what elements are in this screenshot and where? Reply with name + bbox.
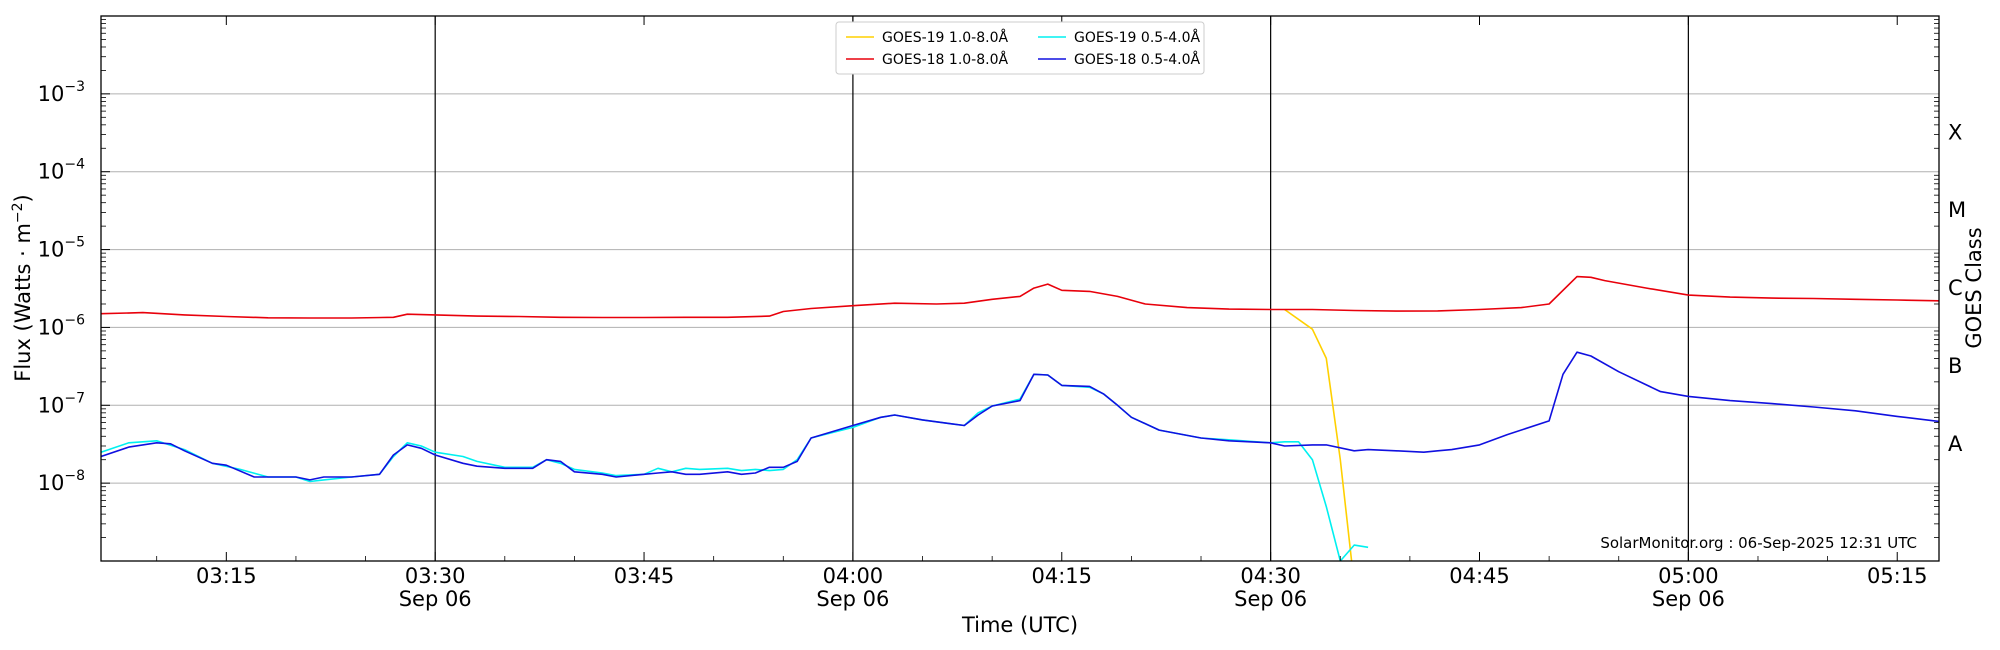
y-axis-title-text: Flux (Watts · m [11,223,35,382]
y-tick-base: 10 [38,393,65,417]
x-axis-title: Time (UTC) [961,613,1078,637]
goes-class-label: M [1948,198,1966,222]
series-line-4 [101,351,1939,481]
goes-class-label: X [1948,120,1962,144]
y-tick-base: 10 [38,315,65,339]
series-line-2 [101,275,1939,319]
y-tick-exponent: −8 [64,468,85,484]
y-tick-exponent: −3 [64,79,85,95]
y-tick-base: 10 [38,238,65,262]
y-axis-title-close: ) [11,194,35,202]
y-tick-label: 10−7 [38,390,85,417]
x-tick-label: 03:30 [405,564,466,588]
series-line-1 [1284,308,1353,561]
legend-label: GOES-19 1.0-8.0Å [882,29,1008,46]
x-tick-label: 03:45 [614,564,675,588]
watermark-text: SolarMonitor.org : 06-Sep-2025 12:31 UTC [1600,534,1917,552]
y-tick-label: 10−4 [38,157,85,184]
x-tick-label: 04:45 [1449,564,1510,588]
y-axis-title-superscript: −2 [10,202,26,223]
x-tick-label: 05:00 [1658,564,1719,588]
plot-frame [100,15,1940,562]
y-tick-exponent: −4 [64,157,85,173]
x-tick-date-label: Sep 06 [1234,587,1307,611]
goes-class-label: B [1948,354,1962,378]
y-tick-exponent: −7 [64,390,85,406]
y-tick-base: 10 [38,82,65,106]
x-tick-label: 04:15 [1032,564,1093,588]
series-lines [101,275,1939,561]
legend-label: GOES-18 1.0-8.0Å [882,51,1008,68]
y-tick-exponent: −6 [64,312,85,328]
x-tick-date-label: Sep 06 [816,587,889,611]
y-tick-label: 10−8 [38,468,85,495]
goes-class-title: GOES Class [1962,227,1986,348]
y-tick-label: 10−3 [38,79,85,106]
y-tick-base: 10 [38,471,65,495]
goes-class-label: A [1948,432,1963,456]
x-tick-date-label: Sep 06 [1652,587,1725,611]
x-tick-label: 03:15 [196,564,257,588]
y-tick-label: 10−6 [38,312,85,339]
goes-class-label: C [1948,276,1963,300]
y-tick-base: 10 [38,160,65,184]
x-tick-label: 04:30 [1240,564,1301,588]
x-tick-label: 04:00 [823,564,884,588]
x-tick-label: 05:15 [1867,564,1928,588]
axis-ticks [101,16,1939,561]
x-tick-date-label: Sep 06 [399,587,472,611]
legend: GOES-19 1.0-8.0Å GOES-18 1.0-8.0Å GOES-19 … [835,21,1205,75]
legend-label: GOES-19 0.5-4.0Å [1074,29,1200,46]
legend-box [835,21,1205,75]
y-axis-title: Flux (Watts · m−2) [10,194,35,382]
y-tick-label: 10−5 [38,235,85,262]
y-tick-exponent: −5 [64,235,85,251]
legend-label: GOES-18 0.5-4.0Å [1074,51,1200,68]
grid-lines [101,16,1939,561]
